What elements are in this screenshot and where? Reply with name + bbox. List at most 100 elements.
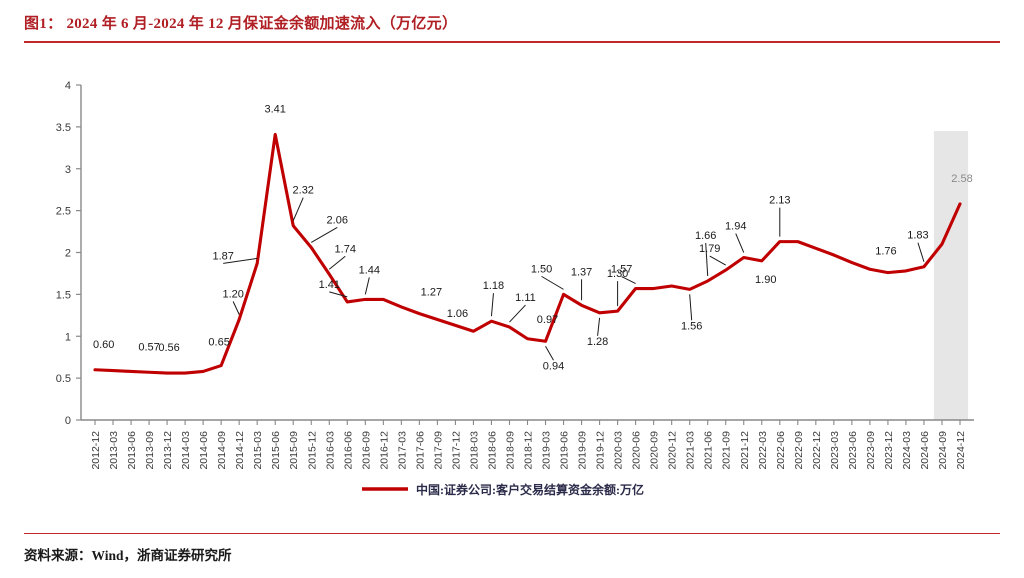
y-tick-label: 1 (65, 331, 71, 343)
data-point-label: 1.20 (222, 289, 243, 301)
x-tick-label: 2024-09 (937, 431, 949, 470)
data-point-label: 0.57 (138, 341, 159, 353)
label-leader-line (311, 227, 338, 243)
data-point-label: 1.28 (587, 336, 608, 348)
x-tick-label: 2016-12 (378, 431, 390, 470)
x-tick-label: 2021-03 (685, 431, 697, 470)
label-leader-line (364, 277, 370, 295)
x-tick-label: 2024-03 (901, 431, 913, 470)
x-tick-label: 2017-09 (432, 431, 444, 470)
x-tick-label: 2023-03 (829, 431, 841, 470)
chart-container: 0 0.5 1 1.5 2 2.5 3 3.5 4 2012-12 2013-03 2013-06 20… (0, 46, 1024, 522)
y-tick-label: 0 (65, 415, 71, 427)
x-tick-label: 2019-09 (577, 431, 589, 470)
label-leader-line (597, 317, 601, 336)
x-tick-label: 2018-03 (468, 431, 480, 470)
data-point-label: 1.76 (875, 246, 896, 258)
data-point-label: 0.97 (537, 314, 558, 326)
x-tick-label: 2016-06 (342, 431, 354, 470)
x-tick-label: 2013-09 (144, 431, 156, 470)
x-tick-label: 2023-12 (883, 431, 895, 470)
y-tick-label: 4 (65, 80, 71, 92)
y-tick-label: 2.5 (56, 206, 71, 218)
data-point-label: 1.79 (699, 243, 720, 255)
x-tick-label: 2022-06 (775, 431, 787, 470)
data-point-label: 1.83 (907, 230, 928, 242)
data-point-label: 1.87 (212, 250, 233, 262)
data-point-label: 1.41 (319, 279, 340, 291)
data-point-label: 0.60 (93, 339, 114, 351)
x-tick-label: 2020-12 (667, 431, 679, 470)
x-tick-label: 2018-12 (523, 431, 535, 470)
line-chart: 0 0.5 1 1.5 2 2.5 3 3.5 4 2012-12 2013-03 2013-06 20… (56, 80, 974, 497)
y-tick-label: 3.5 (56, 122, 71, 134)
x-tick-label: 2021-09 (721, 431, 733, 470)
x-tick-label: 2018-09 (504, 431, 516, 470)
data-point-label: 1.90 (755, 274, 776, 286)
x-tick-label: 2019-06 (559, 431, 571, 470)
data-point-label: 1.27 (421, 287, 442, 299)
label-leader-line (709, 255, 726, 266)
x-tick-label: 2024-12 (955, 431, 967, 470)
label-leader-line (223, 257, 258, 264)
x-tick-label: 2024-06 (919, 431, 931, 470)
y-tick-label: 2 (65, 248, 71, 260)
label-leader-line (541, 275, 564, 290)
x-tick-label: 2015-09 (288, 431, 300, 470)
figure-title: 图1： 2024 年 6 月-2024 年 12 月保证金余额加速流入（万亿元） (24, 12, 1000, 42)
x-tick-label: 2020-06 (631, 431, 643, 470)
series-line (93, 132, 962, 375)
label-leader-line (328, 255, 346, 270)
x-tick-label: 2014-12 (234, 431, 246, 470)
x-tick-label: 2020-09 (649, 431, 661, 470)
data-point-label: 1.18 (483, 280, 504, 292)
label-leader-line (621, 276, 636, 284)
x-tick-label: 2013-06 (126, 431, 138, 470)
x-tick-label: 2015-12 (306, 431, 318, 470)
x-tick-label: 2016-09 (360, 431, 372, 470)
legend-label: 中国:证券公司:客户交易结算资金余额:万亿 (416, 482, 644, 497)
data-point-label: 0.94 (543, 360, 564, 372)
x-tick-label: 2023-09 (865, 431, 877, 470)
data-point-label: 1.50 (531, 263, 552, 275)
label-leader-line (735, 233, 745, 253)
highlight-band (933, 131, 969, 420)
data-point-label: 1.57 (611, 264, 632, 276)
data-point-label: 1.74 (335, 243, 356, 255)
x-tick-label: 2013-12 (162, 431, 174, 470)
label-leader-line (232, 301, 240, 315)
x-tick-label: 2022-09 (793, 431, 805, 470)
x-tick-label: 2018-06 (486, 431, 498, 470)
x-tick-label: 2016-03 (324, 431, 336, 470)
footer-divider (24, 532, 1000, 534)
data-point-label: 2.13 (769, 195, 790, 207)
data-point-label: 2.58 (951, 173, 972, 185)
x-tick-label: 2020-03 (613, 431, 625, 470)
figure-title-text: 图1： 2024 年 6 月-2024 年 12 月保证金余额加速流入（万亿元） (24, 16, 458, 32)
data-point-label: 1.66 (695, 230, 716, 242)
label-leader-line (509, 304, 526, 323)
label-leader-line (329, 291, 348, 298)
label-leader-line (490, 293, 494, 317)
x-tick-label: 2022-03 (757, 431, 769, 470)
data-point-label: 1.37 (571, 266, 592, 278)
data-point-label: 1.44 (359, 264, 380, 276)
x-tick-label: 2021-12 (739, 431, 751, 470)
data-point-label: 1.94 (725, 221, 746, 233)
x-tick-label: 2014-03 (180, 431, 192, 470)
label-leader-line (917, 242, 925, 262)
x-tick-label: 2013-03 (108, 431, 120, 470)
x-tick-label: 2012-12 (90, 431, 102, 470)
data-point-label: 0.56 (158, 342, 179, 354)
data-point-label: 1.56 (681, 320, 702, 332)
x-tick-label: 2017-06 (414, 431, 426, 470)
data-point-label: 2.06 (327, 214, 348, 226)
label-leader-line (545, 346, 554, 361)
y-tick-label: 1.5 (56, 289, 71, 301)
x-tick-label: 2015-03 (252, 431, 264, 470)
source-note: 资料来源：Wind，浙商证券研究所 (24, 548, 232, 563)
data-point-label: 0.65 (208, 337, 229, 349)
x-tick-label: 2021-06 (703, 431, 715, 470)
data-point-label: 3.41 (264, 103, 285, 115)
